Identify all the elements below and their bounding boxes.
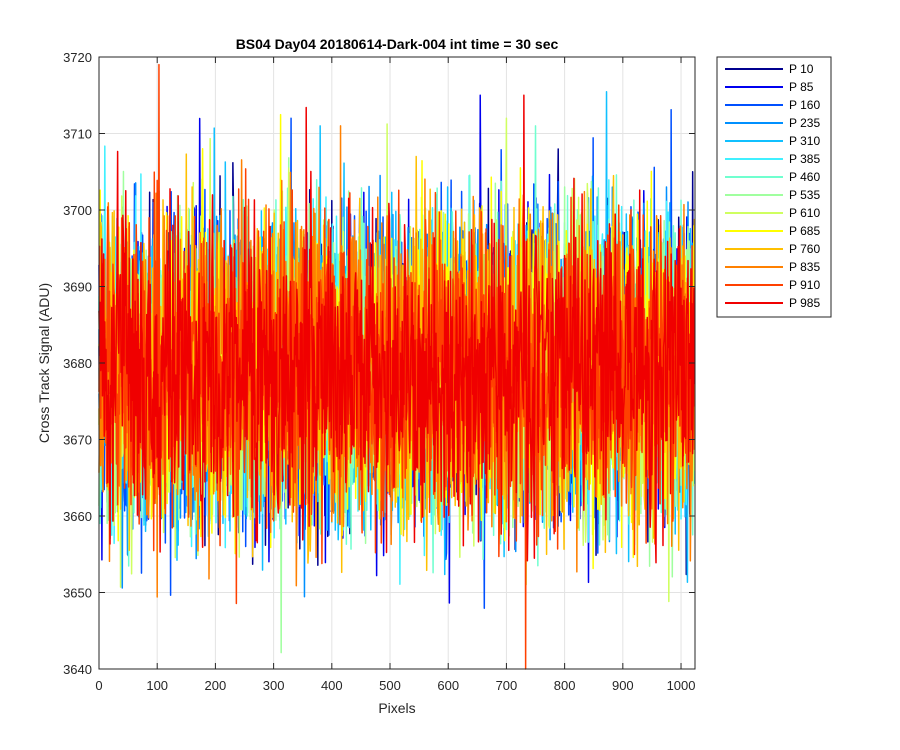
series-line-p-985 [98,94,696,564]
legend-label: P 610 [789,206,820,220]
y-tick-label: 3650 [63,586,92,601]
x-axis-label: Pixels [378,700,415,716]
x-tick-label: 900 [612,678,634,693]
legend-label: P 535 [789,188,820,202]
x-tick-label: 400 [321,678,343,693]
x-tick-label: 1000 [667,678,696,693]
y-tick-label: 3680 [63,356,92,371]
legend: P 10 P 85 P 160 P 235 P 310 P 385 P 460 P 535 P … [716,56,832,318]
y-tick-label: 3670 [63,433,92,448]
x-tick-label: 200 [205,678,227,693]
legend-label: P 460 [789,170,820,184]
legend-label: P 385 [789,152,820,166]
y-tick-label: 3710 [63,127,92,142]
legend-label: P 85 [789,80,814,94]
legend-label: P 760 [789,242,820,256]
series-lines [98,63,696,670]
y-tick-label: 3690 [63,280,92,295]
x-tick-label: 700 [496,678,518,693]
axis-ticks: 0 100 200 300 400 500 600 700 800 900 1000 3640 3650… [63,50,695,693]
legend-label: P 910 [789,278,820,292]
x-tick-label: 800 [554,678,576,693]
legend-label: P 835 [789,260,820,274]
chart-title: BS04 Day04 20180614-Dark-004 int time = … [236,36,559,52]
x-tick-label: 0 [95,678,102,693]
x-tick-label: 600 [437,678,459,693]
x-tick-label: 500 [379,678,401,693]
y-tick-label: 3700 [63,203,92,218]
legend-box [716,56,832,318]
y-tick-label: 3720 [63,50,92,65]
y-tick-label: 3660 [63,509,92,524]
legend-label: P 235 [789,116,820,130]
x-tick-label: 100 [146,678,168,693]
legend-label: P 160 [789,98,820,112]
y-tick-label: 3640 [63,662,92,677]
legend-label: P 685 [789,224,820,238]
legend-label: P 985 [789,296,820,310]
y-axis-label: Cross Track Signal (ADU) [36,283,52,443]
x-tick-label: 300 [263,678,285,693]
legend-label: P 310 [789,134,820,148]
legend-label: P 10 [789,62,814,76]
